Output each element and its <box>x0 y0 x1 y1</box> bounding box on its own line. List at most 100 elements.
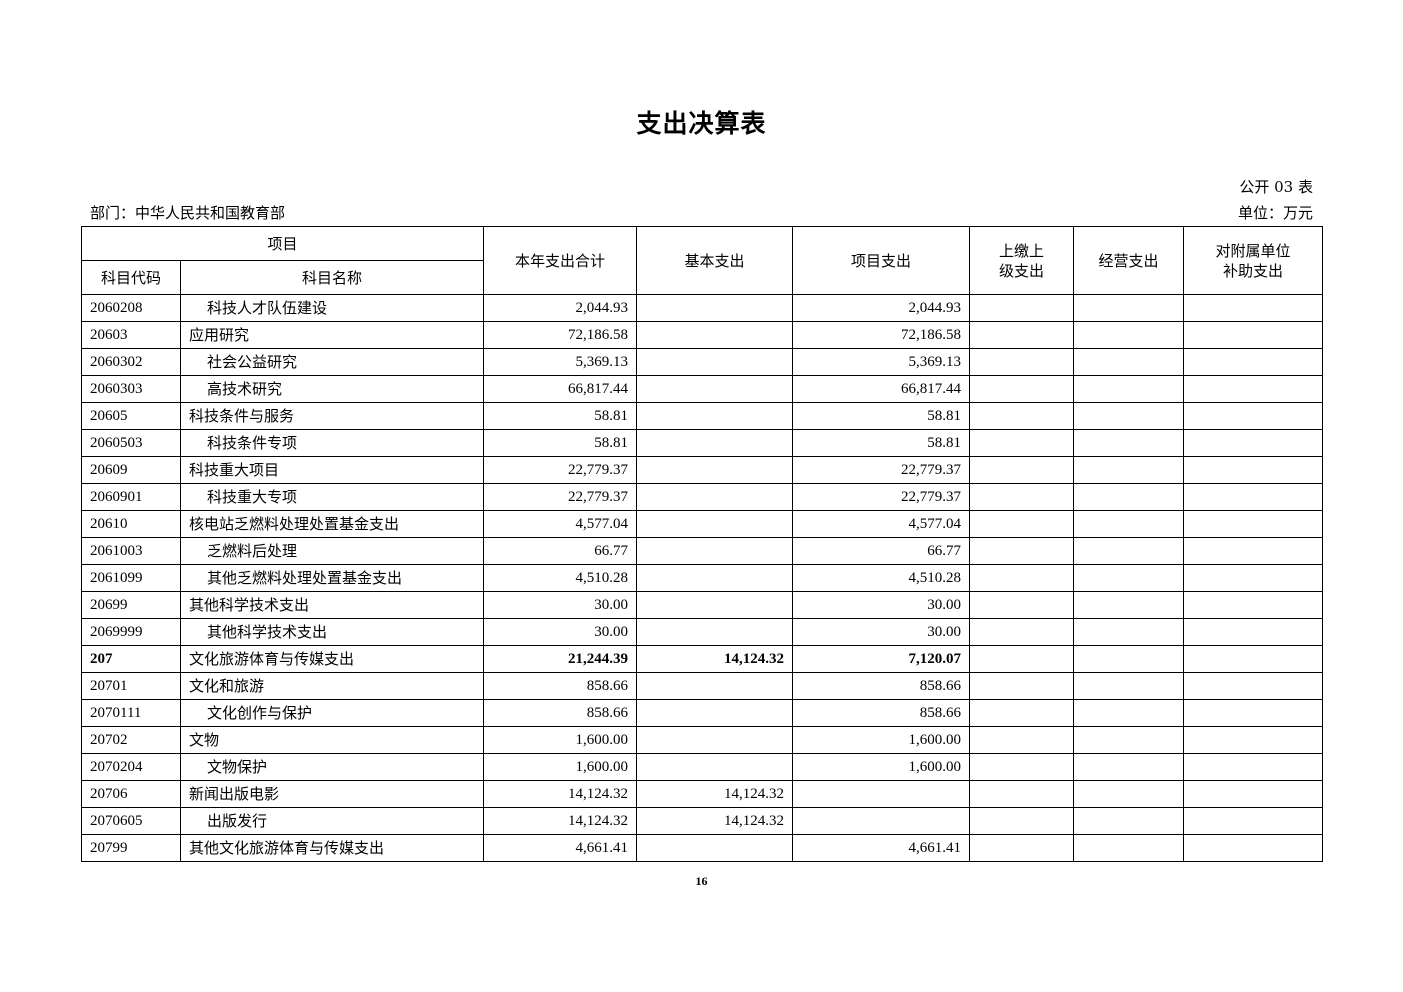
cell-project: 72,186.58 <box>792 321 970 349</box>
cell-business <box>1073 591 1184 619</box>
cell-project: 2,044.93 <box>792 294 970 322</box>
cell-total: 4,510.28 <box>483 564 637 592</box>
table-row: 2061099 其他乏燃料处理处置基金支出 4,510.28 4,510.28 <box>81 564 1323 592</box>
cell-business <box>1073 429 1184 457</box>
cell-upper <box>969 321 1074 349</box>
cell-total: 22,779.37 <box>483 483 637 511</box>
cell-upper <box>969 456 1074 484</box>
cell-name: 乏燃料后处理 <box>180 537 484 565</box>
cell-business <box>1073 780 1184 808</box>
cell-basic <box>636 564 793 592</box>
cell-project: 22,779.37 <box>792 483 970 511</box>
cell-total: 30.00 <box>483 618 637 646</box>
cell-basic <box>636 591 793 619</box>
table-row: 20603 应用研究 72,186.58 72,186.58 <box>81 321 1323 349</box>
table-row: 2070605 出版发行 14,124.32 14,124.32 <box>81 807 1323 835</box>
cell-project: 66,817.44 <box>792 375 970 403</box>
header-basic: 基本支出 <box>636 226 793 295</box>
header-business: 经营支出 <box>1073 226 1184 295</box>
cell-project: 4,510.28 <box>792 564 970 592</box>
cell-total: 58.81 <box>483 402 637 430</box>
cell-basic <box>636 456 793 484</box>
cell-subsidy <box>1183 294 1323 322</box>
cell-project: 66.77 <box>792 537 970 565</box>
cell-subsidy <box>1183 375 1323 403</box>
header-upper: 上缴上 级支出 <box>969 226 1074 295</box>
cell-business <box>1073 699 1184 727</box>
cell-subsidy <box>1183 726 1323 754</box>
header-subsidy-line1: 对附属单位 <box>1215 241 1291 260</box>
cell-upper <box>969 510 1074 538</box>
cell-basic <box>636 483 793 511</box>
cell-upper <box>969 618 1074 646</box>
cell-name: 其他科学技术支出 <box>180 618 484 646</box>
cell-project: 30.00 <box>792 591 970 619</box>
cell-project <box>792 780 970 808</box>
cell-project: 858.66 <box>792 699 970 727</box>
table-row: 2070111 文化创作与保护 858.66 858.66 <box>81 699 1323 727</box>
cell-upper <box>969 564 1074 592</box>
cell-code: 20706 <box>81 780 181 808</box>
cell-name: 科技条件与服务 <box>180 402 484 430</box>
cell-basic: 14,124.32 <box>636 645 793 673</box>
table-row: 2070204 文物保护 1,600.00 1,600.00 <box>81 753 1323 781</box>
cell-upper <box>969 699 1074 727</box>
cell-subsidy <box>1183 753 1323 781</box>
cell-total: 14,124.32 <box>483 807 637 835</box>
cell-business <box>1073 510 1184 538</box>
cell-basic <box>636 726 793 754</box>
cell-code: 2070111 <box>81 699 181 727</box>
header-subsidy-line2: 补助支出 <box>1222 261 1283 280</box>
cell-code: 20701 <box>81 672 181 700</box>
cell-upper <box>969 753 1074 781</box>
cell-project: 22,779.37 <box>792 456 970 484</box>
table-row: 2060208 科技人才队伍建设 2,044.93 2,044.93 <box>81 294 1323 322</box>
cell-business <box>1073 483 1184 511</box>
header-name: 科目名称 <box>180 260 484 295</box>
cell-upper <box>969 483 1074 511</box>
department-label: 部门：中华人民共和国教育部 <box>90 204 286 222</box>
cell-subsidy <box>1183 699 1323 727</box>
cell-business <box>1073 807 1184 835</box>
cell-business <box>1073 672 1184 700</box>
cell-code: 2060901 <box>81 483 181 511</box>
cell-project: 4,661.41 <box>792 834 970 862</box>
cell-upper <box>969 375 1074 403</box>
cell-total: 66,817.44 <box>483 375 637 403</box>
cell-basic <box>636 294 793 322</box>
cell-name: 其他文化旅游体育与传媒支出 <box>180 834 484 862</box>
cell-upper <box>969 672 1074 700</box>
cell-business <box>1073 456 1184 484</box>
cell-upper <box>969 591 1074 619</box>
cell-name: 文物 <box>180 726 484 754</box>
cell-project: 58.81 <box>792 402 970 430</box>
cell-project: 1,600.00 <box>792 753 970 781</box>
table-row: 20610 核电站乏燃料处理处置基金支出 4,577.04 4,577.04 <box>81 510 1323 538</box>
table-row: 20699 其他科学技术支出 30.00 30.00 <box>81 591 1323 619</box>
cell-code: 20799 <box>81 834 181 862</box>
cell-name: 科技重大项目 <box>180 456 484 484</box>
table-row: 20702 文物 1,600.00 1,600.00 <box>81 726 1323 754</box>
cell-subsidy <box>1183 618 1323 646</box>
cell-project <box>792 807 970 835</box>
cell-total: 14,124.32 <box>483 780 637 808</box>
cell-code: 207 <box>81 645 181 673</box>
cell-business <box>1073 618 1184 646</box>
cell-upper <box>969 402 1074 430</box>
cell-basic <box>636 618 793 646</box>
cell-total: 72,186.58 <box>483 321 637 349</box>
cell-upper <box>969 780 1074 808</box>
cell-project: 4,577.04 <box>792 510 970 538</box>
cell-project: 30.00 <box>792 618 970 646</box>
cell-basic <box>636 537 793 565</box>
cell-business <box>1073 375 1184 403</box>
table-row: 2060901 科技重大专项 22,779.37 22,779.37 <box>81 483 1323 511</box>
cell-basic <box>636 375 793 403</box>
cell-upper <box>969 726 1074 754</box>
cell-name: 文化创作与保护 <box>180 699 484 727</box>
cell-subsidy <box>1183 807 1323 835</box>
cell-subsidy <box>1183 564 1323 592</box>
cell-project: 7,120.07 <box>792 645 970 673</box>
table-row: 20605 科技条件与服务 58.81 58.81 <box>81 402 1323 430</box>
cell-total: 22,779.37 <box>483 456 637 484</box>
